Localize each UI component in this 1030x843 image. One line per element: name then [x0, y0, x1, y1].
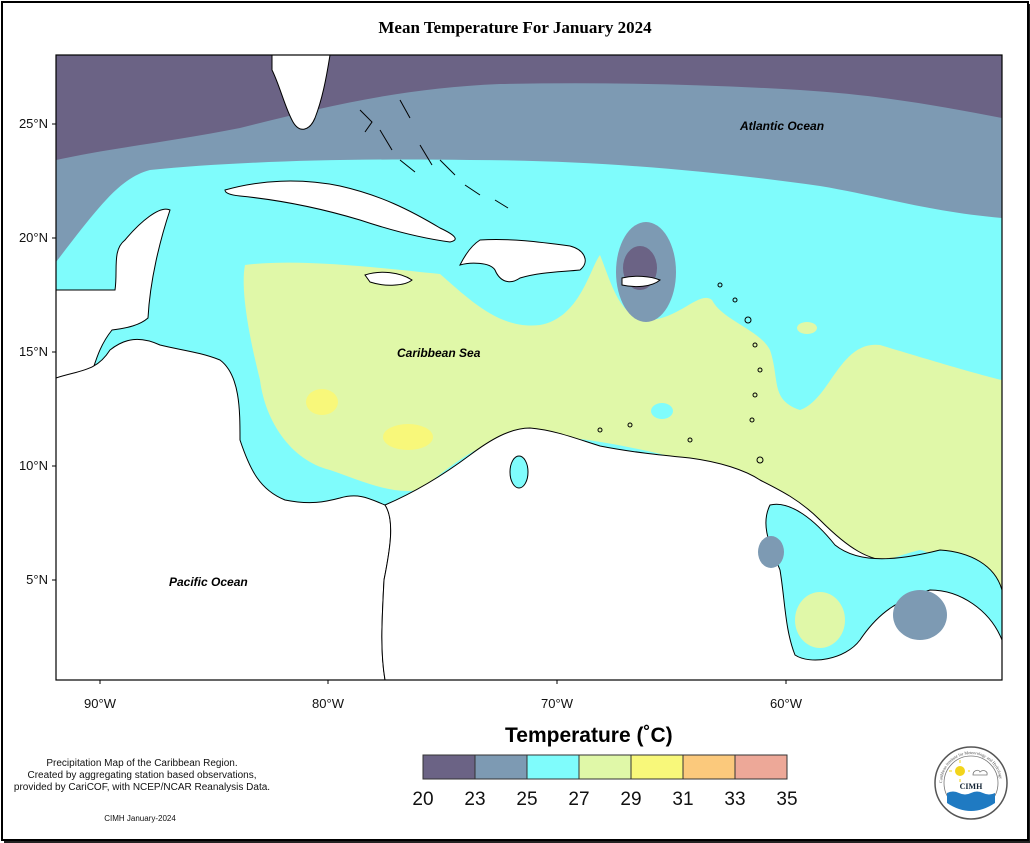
- legend-tick-27: 27: [568, 789, 590, 810]
- footer-credit: CIMH January-2024: [104, 814, 176, 823]
- legend-swatch-23-25: [474, 754, 528, 780]
- legend-tick-33: 33: [724, 789, 746, 810]
- x-tick-90w: 90°W: [84, 696, 116, 711]
- yellowgreen-pocket: [797, 322, 817, 334]
- y-tick-25n: 25°N: [18, 116, 48, 131]
- y-tick-10n: 10°N: [18, 458, 48, 473]
- label-atlantic-ocean: Atlantic Ocean: [740, 119, 825, 133]
- cimh-logo: CIMH Caribbean Institute for Meteorology…: [934, 746, 1008, 820]
- guyana-land-warm: [795, 592, 845, 648]
- legend-swatch-29-31: [630, 754, 684, 780]
- source-note-line-3: provided by CariCOF, with NCEP/NCAR Rean…: [13, 782, 271, 793]
- axis-ticks: [52, 123, 787, 684]
- legend-tick-35: 35: [776, 789, 798, 810]
- cloud-icon: [972, 769, 988, 776]
- legend-tick-25: 25: [516, 789, 538, 810]
- plot-border: [55, 54, 1003, 681]
- legend-swatch-25-27: [526, 754, 580, 780]
- label-caribbean-sea: Caribbean Sea: [397, 346, 481, 360]
- source-note: Precipitation Map of the Caribbean Regio…: [4, 758, 280, 794]
- bahamas: [359, 99, 509, 209]
- legend-swatch-27-29: [578, 754, 632, 780]
- cyan-pocket-1: [651, 403, 673, 419]
- band-27-29: [243, 255, 1002, 630]
- lesser-antilles: [597, 282, 764, 464]
- guyana-land-cool: [758, 536, 784, 568]
- legend-colorbar: [422, 754, 788, 780]
- y-tick-5n: 5°N: [26, 572, 48, 587]
- water-icon: [947, 791, 995, 811]
- legend-tick-29: 29: [620, 789, 642, 810]
- legend-swatch-20-23: [422, 754, 476, 780]
- y-tick-20n: 20°N: [18, 230, 48, 245]
- sun-icon: [955, 766, 965, 776]
- legend-swatch-33-35: [734, 754, 788, 780]
- logo-text: CIMH: [960, 782, 983, 791]
- legend-tick-31: 31: [672, 789, 694, 810]
- band-29-31-west: [306, 389, 338, 415]
- band-29-31-central: [383, 424, 433, 450]
- map-title: Mean Temperature For January 2024: [378, 18, 652, 37]
- source-note-line-2: Created by aggregating station based obs…: [27, 770, 257, 781]
- y-tick-15n: 15°N: [18, 344, 48, 359]
- x-tick-70w: 70°W: [541, 696, 573, 711]
- legend-swatch-31-33: [682, 754, 736, 780]
- legend-tick-20: 20: [412, 789, 434, 810]
- x-tick-60w: 60°W: [770, 696, 802, 711]
- x-tick-80w: 80°W: [312, 696, 344, 711]
- legend-tick-23: 23: [464, 789, 486, 810]
- lake-maracaibo: [509, 455, 529, 489]
- source-note-line-1: Precipitation Map of the Caribbean Regio…: [46, 758, 238, 769]
- legend-title: Temperature (˚C): [505, 724, 673, 747]
- guiana-land-anomaly: [893, 590, 947, 640]
- label-pacific-ocean: Pacific Ocean: [169, 575, 248, 589]
